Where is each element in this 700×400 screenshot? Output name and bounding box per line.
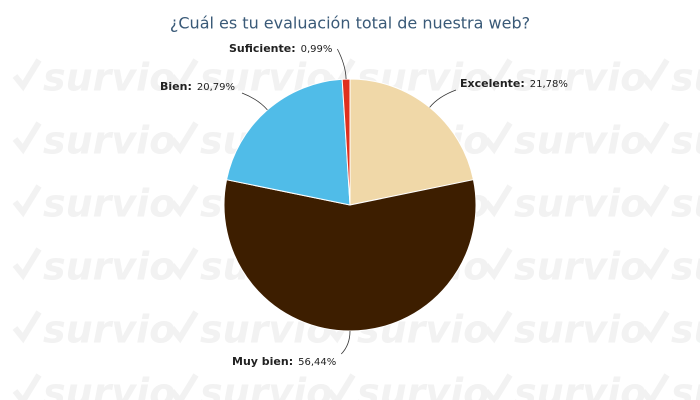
watermark-check [483,184,513,218]
watermark-check [640,184,670,218]
watermark-check [12,121,42,155]
watermark-check [640,121,670,155]
watermark-check [12,184,42,218]
watermark-check [12,310,42,344]
slice-label-value: 21,78% [530,79,568,90]
watermark-text: survio [671,119,700,163]
watermark-text: survio [514,119,646,163]
watermark-text: survio [514,371,646,400]
watermark-check [326,373,356,400]
watermark-check [483,373,513,400]
pie-slice [223,179,477,332]
watermark-check [483,58,513,92]
watermark-text: survio [514,56,646,100]
watermark-text: survio [671,182,700,226]
watermark-text: survio [43,371,175,400]
watermark-text: survio [671,308,700,352]
watermark-check [12,373,42,400]
watermark-check [169,373,199,400]
watermark-text: survio [43,119,175,163]
watermark-check [12,247,42,281]
watermark-check [12,58,42,92]
watermark-text: survio [671,56,700,100]
watermark-check [169,310,199,344]
slice-label-value: 56,44% [298,357,336,368]
watermark-check [169,121,199,155]
watermark-text: survio [514,245,646,289]
watermark-check [640,310,670,344]
slice-label-name: Bien: [160,80,192,93]
slice-label-name: Suficiente: [229,42,296,55]
slice-label-value: 20,79% [197,82,235,93]
watermark-text: survio [43,182,175,226]
watermark-check [640,58,670,92]
watermark-check [169,184,199,218]
watermark-check [640,247,670,281]
watermark-check [169,58,199,92]
watermark-check [483,247,513,281]
watermark-text: survio [357,371,489,400]
leader-line [340,330,351,355]
watermark-text: survio [200,371,332,400]
leader-line [429,89,457,108]
watermark-text: survio [514,182,646,226]
watermark-text: survio [43,308,175,352]
slice-label-name: Excelente: [460,77,525,90]
watermark-text: survio [43,245,175,289]
watermark-check [483,310,513,344]
watermark-text: survio [671,371,700,400]
watermark-layer: survio survio survio survio survio survio surv… [12,56,700,400]
leader-line [337,48,347,80]
watermark-text: survio [671,245,700,289]
leader-line [241,92,268,111]
pie-slice [349,78,475,206]
slice-label-name: Muy bien: [232,355,293,368]
watermark-text: survio [514,308,646,352]
watermark-check [169,247,199,281]
slice-label-value: 0,99% [301,44,333,55]
watermark-text: survio [43,56,175,100]
watermark-check [640,373,670,400]
chart-title: ¿Cuál es tu evaluación total de nuestra … [170,14,530,33]
watermark-check [483,121,513,155]
